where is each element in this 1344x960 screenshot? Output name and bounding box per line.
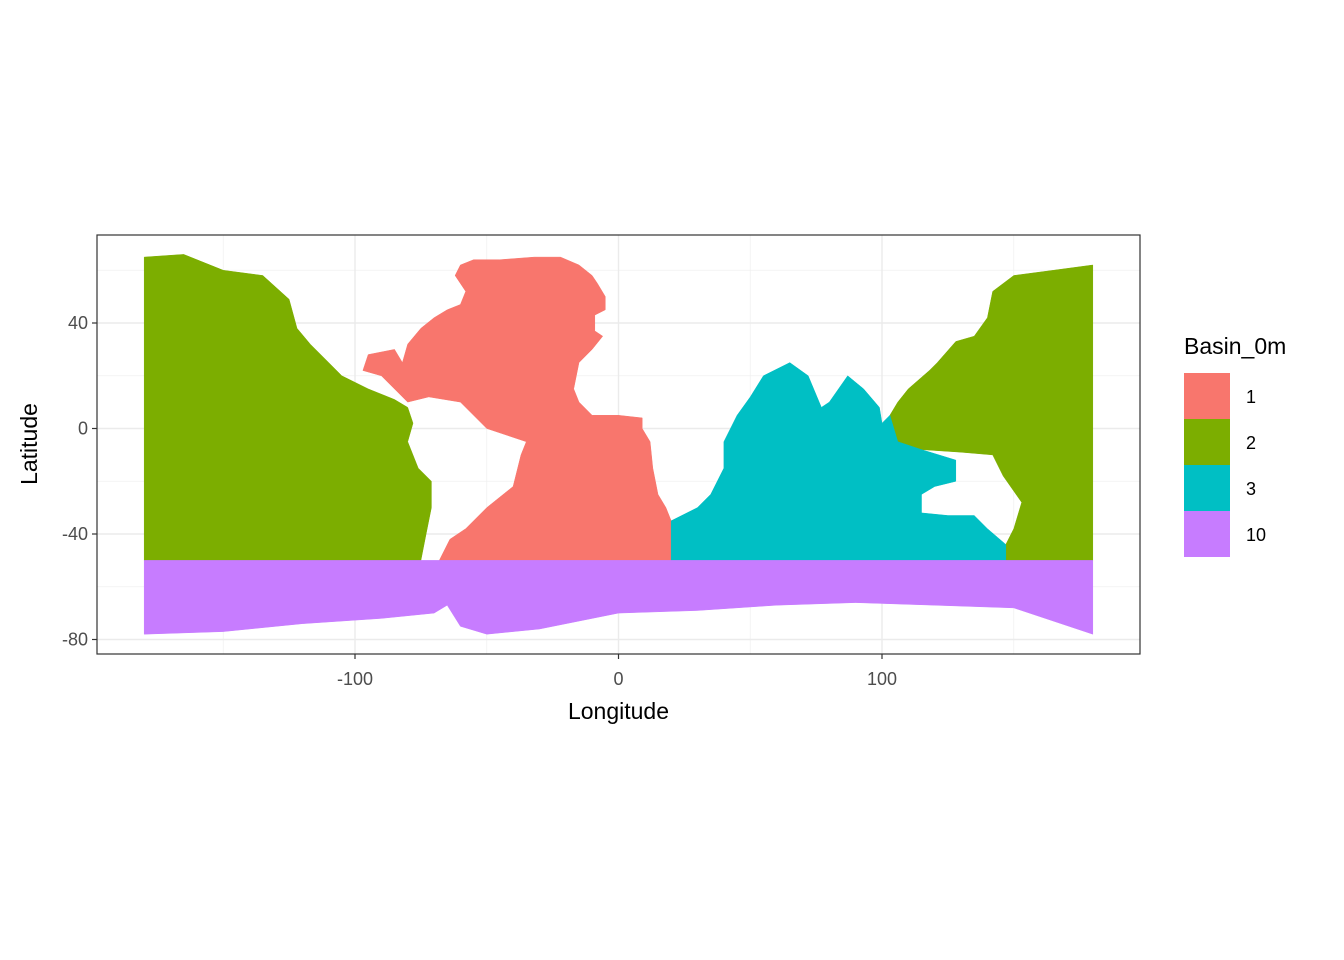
basin-region-2-1 (889, 264, 1094, 561)
basin-region-3-3 (670, 362, 1007, 561)
legend-label: 3 (1246, 479, 1256, 499)
basin-regions (143, 254, 1094, 635)
x-tick-label: 100 (867, 669, 897, 689)
axis-ticks: -100 0 100 40 0 -40 -80 (62, 313, 897, 689)
y-tick-label: -40 (62, 524, 88, 544)
basin-region-10-4 (143, 560, 1094, 635)
x-tick-label: 0 (613, 669, 623, 689)
legend-key-10 (1184, 511, 1230, 557)
basin-region-1-2 (362, 256, 672, 561)
x-axis-title: Longitude (568, 698, 669, 724)
legend-key-2 (1184, 419, 1230, 465)
y-tick-label: 40 (68, 313, 88, 333)
x-tick-label: -100 (337, 669, 373, 689)
legend-key-1 (1184, 373, 1230, 419)
basin-region-2-0 (143, 254, 432, 561)
y-tick-label: -80 (62, 630, 88, 650)
y-tick-label: 0 (78, 419, 88, 439)
legend-label: 10 (1246, 525, 1266, 545)
legend-label: 2 (1246, 433, 1256, 453)
legend-key-3 (1184, 465, 1230, 511)
legend: Basin_0m 1 2 3 10 (1184, 333, 1286, 557)
legend-title: Basin_0m (1184, 333, 1286, 359)
legend-label: 1 (1246, 387, 1256, 407)
y-axis-title: Latitude (16, 403, 42, 485)
